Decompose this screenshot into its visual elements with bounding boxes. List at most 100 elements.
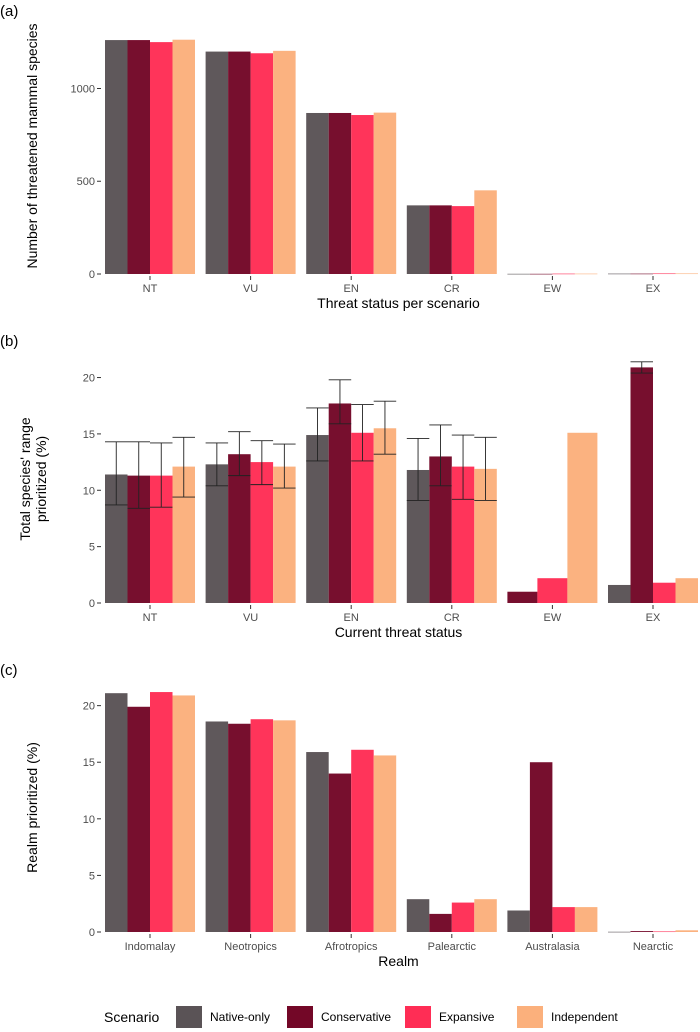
y-axis-title: Total species' range [17, 417, 33, 541]
bar-en-conservative [328, 403, 352, 603]
bar-nt-independent [172, 466, 195, 603]
y-tick-label: 15 [83, 757, 95, 769]
y-tick-label: 0 [89, 927, 95, 939]
y-axis-title: prioritized (%) [33, 436, 49, 522]
bar-en-expansive [351, 115, 374, 274]
bar-vu-expansive [250, 53, 274, 275]
legend-title: Scenario [104, 1009, 159, 1025]
x-tick-label: Afrotropics [325, 941, 378, 953]
bar-vu-conservative [228, 454, 251, 603]
bar-ex-native-only [608, 273, 631, 275]
bar-ex-native-only [608, 584, 631, 603]
legend: Scenario Native-only Conservative Expans… [104, 1006, 618, 1028]
bar-indomalay-independent [172, 695, 195, 932]
x-axis-title: Current threat status [335, 624, 463, 640]
x-tick-label: VU [243, 612, 258, 624]
y-tick-label: 5 [89, 542, 95, 554]
bar-afrotropics-independent [373, 755, 397, 932]
bar-ew-expansive [552, 273, 575, 275]
legend-swatch [405, 1006, 431, 1028]
x-axis-title: Threat status per scenario [317, 295, 480, 311]
bar-en-conservative [328, 112, 352, 275]
bar-vu-native-only [205, 464, 229, 603]
legend-item-native: Native-only [176, 1006, 270, 1028]
bar-palearctic-native-only [406, 899, 430, 932]
x-tick-label: EW [544, 612, 562, 624]
bar-ex-conservative [630, 273, 653, 275]
x-tick-label: CR [444, 283, 460, 295]
bar-cr-expansive [451, 466, 475, 603]
bar-afrotropics-conservative [328, 773, 352, 932]
x-tick-label: EW [544, 283, 562, 295]
x-tick-label: EN [344, 283, 359, 295]
x-tick-label: Indomalay [125, 941, 176, 953]
x-tick-label: Palearctic [428, 941, 477, 953]
bar-neotropics-native-only [205, 721, 229, 932]
panel-b: (b) 0 5 10 15 20 Total species' range prioritiz… [0, 333, 698, 640]
bar-ew-native-only [507, 273, 530, 275]
y-tick-label: 10 [83, 485, 95, 497]
y-tick-label: 10 [83, 814, 95, 826]
x-tick-label: Nearctic [633, 941, 674, 953]
bar-nt-conservative [127, 40, 150, 274]
bar-afrotropics-native-only [306, 752, 329, 932]
bar-vu-expansive [250, 462, 274, 603]
bar-vu-independent [273, 50, 296, 275]
bar-nearctic-independent [675, 930, 698, 932]
y-tick-label: 0 [89, 598, 95, 610]
bar-cr-expansive [451, 206, 475, 274]
bar-indomalay-conservative [127, 706, 150, 932]
x-tick-label: EX [646, 283, 661, 295]
bar-en-native-only [306, 435, 329, 603]
bar-en-expansive [351, 432, 374, 603]
legend-item-conservative: Conservative [287, 1006, 391, 1028]
bar-cr-conservative [429, 205, 452, 274]
panel-label: (c) [0, 662, 18, 679]
bar-ex-conservative [630, 367, 653, 603]
y-axis-title: Number of threatened mammal species [24, 23, 40, 268]
bar-indomalay-native-only [105, 693, 128, 932]
bar-nearctic-native-only [608, 931, 631, 933]
bar-vu-conservative [228, 51, 251, 274]
bar-nt-native-only [105, 40, 128, 274]
bar-cr-native-only [406, 469, 430, 603]
x-tick-label: Neotropics [224, 941, 277, 953]
bar-ew-expansive [537, 578, 568, 603]
bar-neotropics-expansive [250, 719, 274, 932]
bar-nt-conservative [127, 475, 150, 603]
legend-item-independent: Independent [517, 1006, 618, 1028]
x-tick-label: EX [646, 612, 661, 624]
x-tick-label: NT [143, 283, 158, 295]
bar-palearctic-expansive [451, 902, 475, 932]
bar-neotropics-independent [273, 720, 296, 932]
bar-vu-independent [273, 466, 296, 603]
y-axis-title: Realm prioritized (%) [24, 742, 40, 873]
bar-cr-native-only [406, 205, 430, 274]
legend-label: Expansive [439, 1010, 495, 1024]
x-tick-label: VU [243, 283, 258, 295]
bar-ew-conservative [507, 591, 538, 603]
bar-en-independent [373, 428, 397, 603]
bar-ew-independent [567, 432, 598, 603]
legend-swatch [517, 1006, 543, 1028]
x-tick-label: EN [344, 612, 359, 624]
y-tick-label: 20 [83, 701, 95, 713]
y-tick-label: 0 [89, 269, 95, 281]
y-tick-label: 20 [83, 373, 95, 385]
bar-nt-independent [172, 39, 195, 275]
bar-indomalay-expansive [150, 692, 173, 932]
bar-ex-independent [675, 273, 698, 275]
bar-australasia-independent [574, 907, 598, 932]
y-tick-label: 5 [89, 870, 95, 882]
bar-ex-expansive [653, 273, 676, 275]
y-tick-label: 1000 [71, 83, 95, 95]
legend-item-expansive: Expansive [405, 1006, 495, 1028]
x-axis-title: Realm [378, 953, 418, 969]
bar-nearctic-expansive [653, 931, 676, 933]
x-tick-label: CR [444, 612, 460, 624]
x-tick-label: NT [143, 612, 158, 624]
bar-nearctic-conservative [630, 931, 653, 932]
legend-label: Independent [551, 1010, 618, 1024]
bar-australasia-conservative [529, 762, 553, 932]
